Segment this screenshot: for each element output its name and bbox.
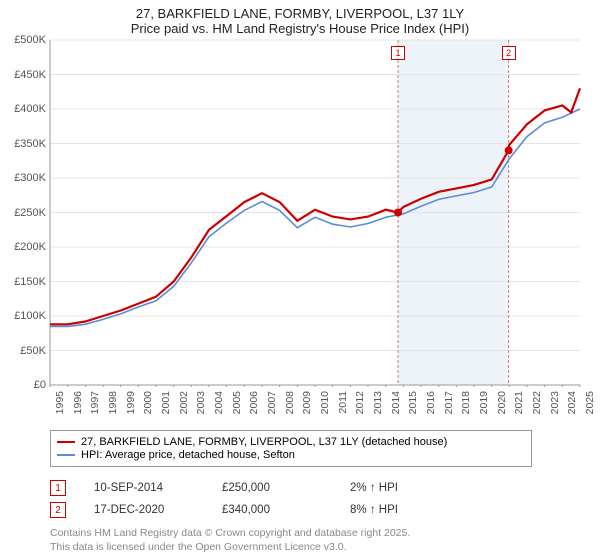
sale-marker-badge: 2 <box>502 46 516 60</box>
x-tick-label: 2013 <box>372 391 384 414</box>
x-tick-label: 2020 <box>496 391 508 414</box>
x-tick-label: 2011 <box>337 391 349 414</box>
x-tick-label: 1996 <box>72 391 84 414</box>
marker-delta: 2% ↑ HPI <box>350 482 450 494</box>
marker-delta: 8% ↑ HPI <box>350 504 450 516</box>
x-tick-label: 1997 <box>89 391 101 414</box>
footer-attribution: Contains HM Land Registry data © Crown c… <box>50 526 410 554</box>
marker-table-row: 2 17-DEC-2020 £340,000 8% ↑ HPI <box>50 502 450 518</box>
y-tick-label: £350K <box>14 138 46 150</box>
x-tick-label: 1999 <box>125 391 137 414</box>
y-tick-label: £200K <box>14 241 46 253</box>
x-tick-label: 2001 <box>160 391 172 414</box>
x-tick-label: 2007 <box>266 391 278 414</box>
x-tick-label: 2003 <box>195 391 207 414</box>
marker-date: 17-DEC-2020 <box>94 504 194 516</box>
x-tick-label: 2018 <box>460 391 472 414</box>
y-tick-label: £50K <box>20 345 46 357</box>
x-tick-label: 2000 <box>142 391 154 414</box>
sale-marker-badge: 1 <box>391 46 405 60</box>
marker-badge: 2 <box>50 502 66 518</box>
x-tick-label: 2017 <box>443 391 455 414</box>
legend-item: 27, BARKFIELD LANE, FORMBY, LIVERPOOL, L… <box>57 436 525 448</box>
chart-container: 27, BARKFIELD LANE, FORMBY, LIVERPOOL, L… <box>0 0 600 560</box>
legend: 27, BARKFIELD LANE, FORMBY, LIVERPOOL, L… <box>50 430 532 467</box>
legend-label: HPI: Average price, detached house, Seft… <box>81 449 295 461</box>
legend-swatch <box>57 441 75 443</box>
y-tick-label: £500K <box>14 34 46 46</box>
y-tick-label: £400K <box>14 103 46 115</box>
marker-price: £250,000 <box>222 482 322 494</box>
x-tick-label: 1998 <box>107 391 119 414</box>
x-tick-label: 2004 <box>213 391 225 414</box>
x-axis-labels: 1995 1996 1997 1998 1999 2000 2001 2002 2003 2004… <box>0 391 600 431</box>
x-tick-label: 2016 <box>425 391 437 414</box>
y-tick-label: £150K <box>14 276 46 288</box>
marker-table: 1 10-SEP-2014 £250,000 2% ↑ HPI 2 17-DEC-2020… <box>50 474 450 524</box>
y-tick-label: £300K <box>14 172 46 184</box>
y-axis-labels: £0£50K£100K£150K£200K£250K£300K£350K£400… <box>0 0 46 385</box>
x-tick-label: 2021 <box>513 391 525 414</box>
marker-date: 10-SEP-2014 <box>94 482 194 494</box>
x-tick-label: 2009 <box>301 391 313 414</box>
y-tick-label: £450K <box>14 69 46 81</box>
y-tick-label: £250K <box>14 207 46 219</box>
legend-item: HPI: Average price, detached house, Seft… <box>57 449 525 461</box>
marker-badge: 1 <box>50 480 66 496</box>
footer-line1: Contains HM Land Registry data © Crown c… <box>50 526 410 540</box>
x-tick-label: 2006 <box>248 391 260 414</box>
x-tick-label: 2012 <box>354 391 366 414</box>
x-tick-label: 2014 <box>390 391 402 414</box>
x-tick-label: 2022 <box>531 391 543 414</box>
x-tick-label: 2005 <box>231 391 243 414</box>
y-tick-label: £0 <box>34 379 46 391</box>
y-tick-label: £100K <box>14 310 46 322</box>
x-tick-label: 2023 <box>549 391 561 414</box>
x-tick-label: 2025 <box>584 391 596 414</box>
x-tick-label: 2024 <box>566 391 578 414</box>
x-tick-label: 2015 <box>407 391 419 414</box>
marker-price: £340,000 <box>222 504 322 516</box>
x-tick-label: 2019 <box>478 391 490 414</box>
marker-table-row: 1 10-SEP-2014 £250,000 2% ↑ HPI <box>50 480 450 496</box>
x-tick-label: 2008 <box>284 391 296 414</box>
footer-line2: This data is licensed under the Open Gov… <box>50 540 410 554</box>
x-tick-label: 2002 <box>178 391 190 414</box>
legend-swatch <box>57 454 75 456</box>
x-tick-label: 2010 <box>319 391 331 414</box>
x-tick-label: 1995 <box>54 391 66 414</box>
legend-label: 27, BARKFIELD LANE, FORMBY, LIVERPOOL, L… <box>81 436 447 448</box>
